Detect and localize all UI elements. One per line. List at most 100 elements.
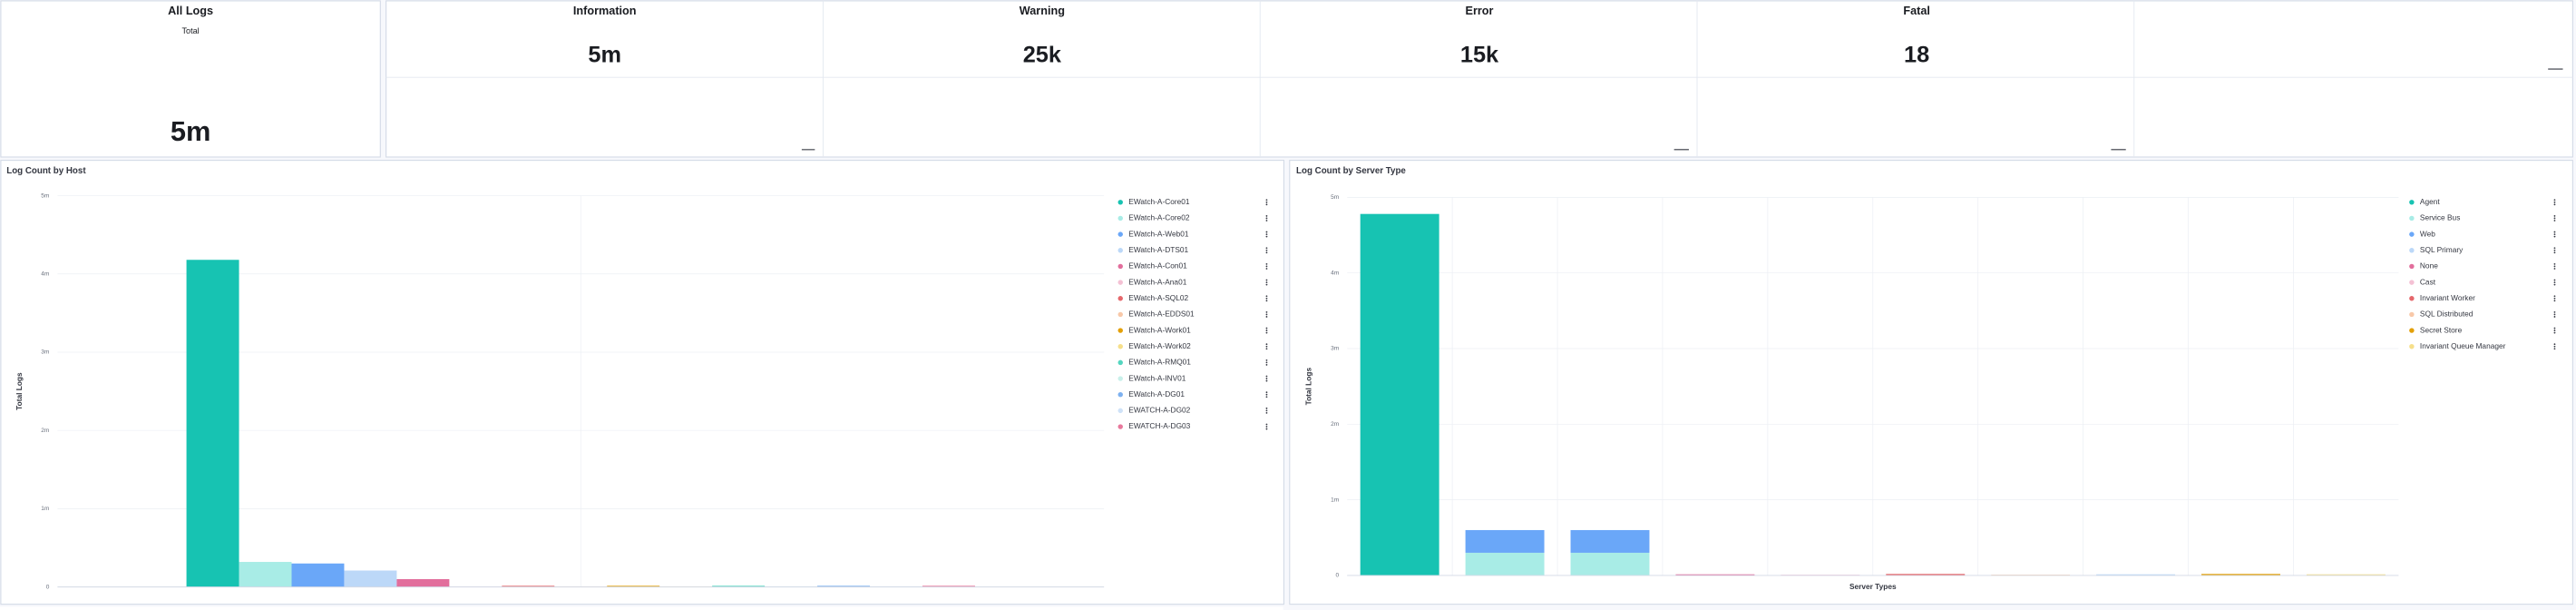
legend-menu[interactable] (2553, 327, 2556, 330)
legend-menu[interactable] (2553, 297, 2556, 300)
legend-menu[interactable] (2553, 217, 2556, 220)
legend-label[interactable]: EWatch-A-SQL02 (1128, 293, 1188, 302)
legend-label[interactable]: EWatch-A-Work02 (1128, 341, 1191, 350)
legend-menu[interactable] (1265, 217, 1268, 220)
legend-label[interactable]: EWatch-A-RMQ01 (1128, 358, 1191, 367)
legend-menu[interactable] (2553, 295, 2556, 298)
legend-label[interactable]: EWatch-A-DTS01 (1128, 245, 1188, 254)
legend-label[interactable]: EWATCH-A-DG03 (1128, 421, 1190, 430)
legend-menu[interactable] (1265, 426, 1268, 428)
legend-menu[interactable] (1265, 343, 1268, 346)
legend-menu[interactable] (1265, 265, 1268, 268)
legend-menu[interactable] (1265, 359, 1268, 361)
legend-menu[interactable] (1265, 313, 1268, 316)
legend-menu[interactable] (1265, 412, 1268, 414)
legend-menu[interactable] (1265, 364, 1268, 366)
legend-menu[interactable] (2553, 348, 2556, 350)
legend-menu[interactable] (2553, 279, 2556, 281)
legend-label[interactable]: EWATCH-A-DG02 (1128, 406, 1190, 415)
legend-label[interactable]: Invariant Queue Manager (2420, 341, 2506, 350)
legend-menu[interactable] (2553, 235, 2556, 238)
legend-menu[interactable] (2553, 281, 2556, 284)
legend-menu[interactable] (1265, 295, 1268, 298)
legend-menu[interactable] (2553, 203, 2556, 206)
legend-menu[interactable] (1265, 215, 1268, 217)
legend-menu[interactable] (1265, 331, 1268, 334)
legend-menu[interactable] (2553, 201, 2556, 203)
legend-menu[interactable] (1265, 262, 1268, 265)
legend-menu[interactable] (1265, 220, 1268, 221)
legend-menu[interactable] (2553, 220, 2556, 221)
legend-menu[interactable] (1265, 233, 1268, 236)
legend-menu[interactable] (2553, 316, 2556, 318)
legend-menu[interactable] (1265, 379, 1268, 382)
legend-menu[interactable] (2553, 313, 2556, 316)
legend-menu[interactable] (1265, 231, 1268, 233)
legend-menu[interactable] (2553, 199, 2556, 202)
legend-menu[interactable] (1265, 247, 1268, 250)
legend-menu[interactable] (1265, 279, 1268, 281)
legend-menu[interactable] (1265, 393, 1268, 396)
legend-label[interactable]: Cast (2420, 277, 2436, 286)
legend-label[interactable]: Secret Store (2420, 325, 2463, 334)
legend-menu[interactable] (2553, 231, 2556, 233)
legend-label[interactable]: EWatch-A-Con01 (1128, 261, 1187, 271)
legend-menu[interactable] (2553, 330, 2556, 331)
legend-menu[interactable] (2553, 249, 2556, 251)
legend-menu[interactable] (2553, 268, 2556, 270)
legend-label[interactable]: SQL Primary (2420, 245, 2464, 254)
legend-label[interactable]: EWatch-A-Core01 (1128, 197, 1190, 206)
legend-menu[interactable] (2553, 265, 2556, 268)
legend-menu[interactable] (2553, 331, 2556, 334)
legend-label[interactable]: EWatch-A-DG01 (1128, 389, 1185, 398)
legend-menu[interactable] (1265, 297, 1268, 300)
legend-menu[interactable] (1265, 203, 1268, 206)
legend-menu[interactable] (1265, 330, 1268, 331)
legend-label[interactable]: Invariant Worker (2420, 293, 2475, 302)
legend-label[interactable]: EWatch-A-EDDS01 (1128, 310, 1195, 319)
legend-menu[interactable] (2553, 283, 2556, 286)
legend-menu[interactable] (2553, 215, 2556, 217)
legend-menu[interactable] (1265, 281, 1268, 284)
legend-menu[interactable] (1265, 361, 1268, 364)
legend-menu[interactable] (2553, 251, 2556, 254)
legend-label[interactable]: EWatch-A-Web01 (1128, 229, 1189, 238)
legend-menu[interactable] (1265, 310, 1268, 313)
legend-menu[interactable] (1265, 249, 1268, 251)
legend-menu[interactable] (2553, 310, 2556, 313)
legend-menu[interactable] (1265, 396, 1268, 398)
legend-menu[interactable] (1265, 378, 1268, 379)
legend-label[interactable]: EWatch-A-INV01 (1128, 373, 1186, 382)
legend-menu[interactable] (1265, 348, 1268, 350)
legend-label[interactable]: SQL Distributed (2420, 310, 2474, 319)
legend-menu[interactable] (1265, 201, 1268, 203)
legend-menu[interactable] (2553, 345, 2556, 348)
legend-menu[interactable] (1265, 409, 1268, 412)
legend-menu[interactable] (1265, 268, 1268, 270)
legend-menu[interactable] (1265, 407, 1268, 409)
legend-label[interactable]: EWatch-A-Work01 (1128, 325, 1191, 334)
legend-menu[interactable] (2553, 247, 2556, 250)
legend-label[interactable]: None (2420, 261, 2438, 271)
legend-label[interactable]: Web (2420, 229, 2435, 238)
legend-label[interactable]: Service Bus (2420, 213, 2460, 222)
legend-menu[interactable] (1265, 423, 1268, 426)
legend-label[interactable]: EWatch-A-Core02 (1128, 213, 1190, 222)
legend-menu[interactable] (1265, 283, 1268, 286)
legend-menu[interactable] (1265, 428, 1268, 430)
legend-menu[interactable] (1265, 391, 1268, 394)
legend-menu[interactable] (2553, 300, 2556, 302)
legend-menu[interactable] (2553, 262, 2556, 265)
legend-menu[interactable] (1265, 235, 1268, 238)
legend-menu[interactable] (1265, 300, 1268, 302)
legend-label[interactable]: EWatch-A-Ana01 (1128, 277, 1186, 286)
legend-label[interactable]: Agent (2420, 197, 2440, 206)
legend-menu[interactable] (1265, 251, 1268, 254)
legend-menu[interactable] (1265, 375, 1268, 378)
legend-menu[interactable] (2553, 343, 2556, 346)
legend-menu[interactable] (1265, 345, 1268, 348)
legend-menu[interactable] (1265, 327, 1268, 330)
legend-menu[interactable] (2553, 233, 2556, 236)
legend-menu[interactable] (1265, 316, 1268, 318)
legend-menu[interactable] (1265, 199, 1268, 202)
